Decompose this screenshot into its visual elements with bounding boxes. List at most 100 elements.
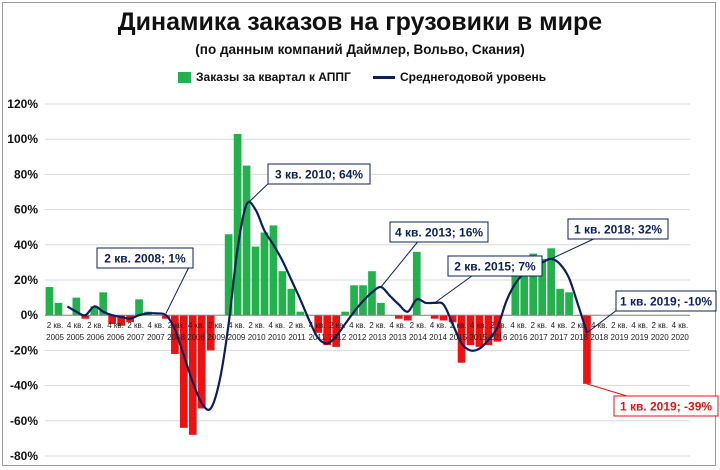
bar (350, 285, 358, 316)
bar (457, 315, 466, 363)
bar (529, 253, 538, 316)
annotation-box (615, 290, 717, 312)
x-tick-quarter: 2 кв. (47, 321, 64, 330)
bar (171, 315, 179, 354)
bar (117, 315, 125, 326)
x-tick-quarter: 4 кв. (672, 321, 689, 330)
legend-item-bars: Заказы за квартал к АППГ (178, 70, 351, 84)
x-tick-quarter: 4 кв. (148, 321, 165, 330)
annotation-box (389, 221, 489, 243)
x-tick-year: 2018 (570, 333, 588, 342)
x-tick-year: 2006 (107, 333, 125, 342)
y-tick-label: 60% (14, 203, 38, 217)
bar (475, 315, 484, 347)
x-tick-quarter: 4 кв. (309, 321, 326, 330)
legend-line-swatch (373, 75, 395, 79)
chart-title: Динамика заказов на грузовики в мире (117, 8, 603, 36)
x-tick-quarter: 4 кв. (551, 321, 568, 330)
x-tick-year: 2009 (207, 333, 225, 342)
bar (197, 315, 206, 409)
bar (565, 292, 573, 316)
x-tick-year: 2010 (268, 333, 286, 342)
bar (511, 276, 520, 316)
bar (296, 311, 305, 316)
x-tick-quarter: 4 кв. (268, 321, 285, 330)
bar (278, 271, 287, 316)
legend-bars-label: Заказы за квартал к АППГ (196, 70, 351, 84)
bar (538, 258, 547, 316)
x-tick-quarter: 2 кв. (369, 321, 386, 330)
x-tick-year: 2013 (369, 333, 387, 342)
bar (269, 225, 278, 316)
x-tick-year: 2017 (530, 333, 548, 342)
x-tick-year: 2014 (409, 333, 427, 342)
bar (45, 287, 54, 316)
bar (403, 315, 412, 321)
x-tick-quarter: 4 кв. (510, 321, 527, 330)
annotation-leader (434, 272, 477, 304)
legend-bar-swatch (178, 71, 191, 83)
x-tick-year: 2007 (127, 333, 145, 342)
x-tick-quarter: 4 кв. (349, 321, 366, 330)
bar (251, 246, 260, 316)
x-tick-year: 2019 (631, 333, 649, 342)
bar (439, 315, 448, 321)
x-tick-quarter: 2 кв. (450, 321, 467, 330)
bar (547, 248, 555, 316)
bar (180, 315, 188, 428)
x-tick-year: 2020 (671, 333, 689, 342)
legend-line-label: Среднегодовой уровень (400, 70, 547, 84)
annotation-label: 2 кв. 2015; 7% (454, 260, 536, 274)
x-tick-quarter: 2 кв. (329, 321, 346, 330)
x-tick-quarter: 4 кв. (591, 321, 608, 330)
x-tick-quarter: 4 кв. (67, 321, 84, 330)
x-tick-year: 2007 (147, 333, 165, 342)
bar (242, 165, 251, 316)
x-tick-quarter: 2 кв. (248, 321, 265, 330)
x-tick-quarter: 2 кв. (127, 321, 144, 330)
y-tick-label: -20% (10, 343, 38, 357)
y-tick-label: 120% (7, 97, 38, 111)
annotation-leader (380, 238, 421, 288)
bar (377, 302, 385, 316)
x-tick-quarter: 4 кв. (107, 321, 124, 330)
bar (135, 299, 143, 316)
x-tick-year: 2020 (651, 333, 669, 342)
x-tick-year: 2016 (510, 333, 528, 342)
bar (81, 315, 90, 319)
x-tick-year: 2008 (187, 333, 205, 342)
x-tick-quarter: 2 кв. (531, 321, 548, 330)
x-tick-year: 2015 (469, 333, 487, 342)
x-tick-year: 2008 (167, 333, 185, 342)
x-tick-year: 2016 (490, 333, 508, 342)
bar (233, 133, 242, 316)
x-tick-quarter: 4 кв. (631, 321, 648, 330)
bar (260, 232, 269, 316)
average-line (66, 200, 589, 411)
y-tick-label: 80% (14, 167, 38, 181)
bar (287, 288, 296, 316)
x-tick-year: 2010 (248, 333, 266, 342)
x-tick-year: 2005 (66, 333, 84, 342)
x-tick-quarter: 4 кв. (470, 321, 487, 330)
x-tick-quarter: 2 кв. (87, 321, 104, 330)
x-tick-quarter: 2 кв. (571, 321, 588, 330)
annotation-label: 3 кв. 2010; 64% (275, 168, 363, 182)
x-tick-year: 2009 (228, 333, 246, 342)
bar (466, 315, 475, 346)
bar (99, 292, 108, 316)
bar (108, 315, 117, 324)
y-tick-label: 40% (14, 238, 38, 252)
x-tick-year: 2013 (389, 333, 407, 342)
y-tick-label: 0% (21, 308, 39, 322)
x-tick-year: 2012 (328, 333, 346, 342)
bar (206, 315, 215, 351)
annotation-label: 2 кв. 2008; 1% (104, 252, 186, 266)
x-tick-year: 2012 (349, 333, 367, 342)
x-tick-year: 2011 (288, 333, 306, 342)
x-tick-quarter: 2 кв. (208, 321, 225, 330)
x-tick-quarter: 4 кв. (188, 321, 205, 330)
x-tick-quarter: 4 кв. (228, 321, 245, 330)
annotation-label: 1 кв. 2018; 32% (574, 223, 662, 237)
x-tick-quarter: 2 кв. (611, 321, 628, 330)
